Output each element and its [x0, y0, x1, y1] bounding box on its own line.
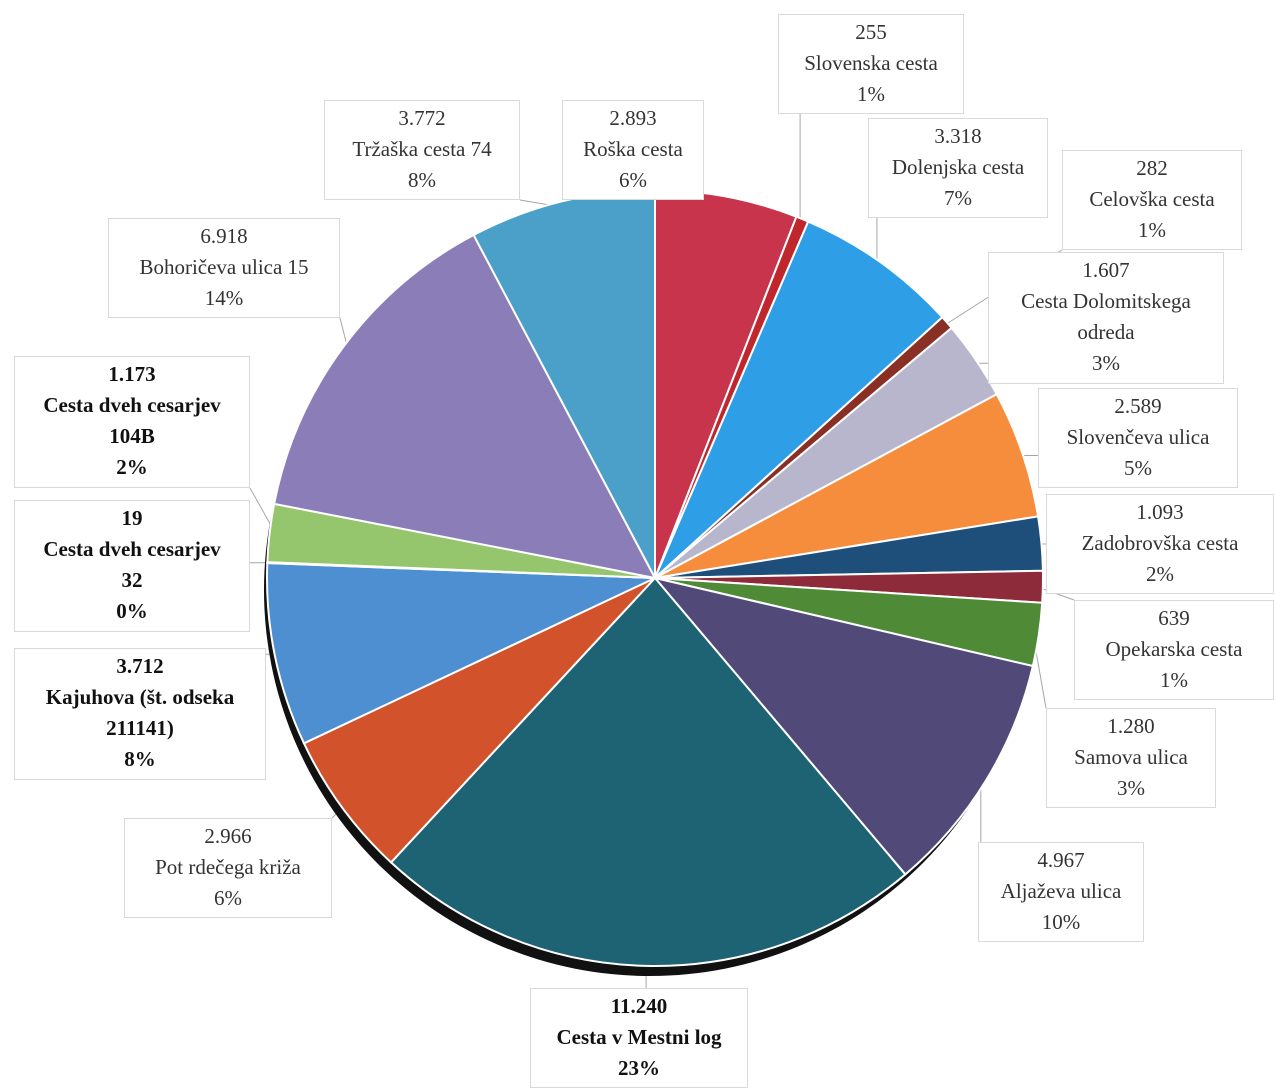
data-label-text: Slovenska cesta — [804, 51, 938, 75]
data-label: 255 Slovenska cesta 1% — [778, 14, 964, 114]
data-label-value: 2.589 — [1114, 394, 1162, 418]
data-label: 11.240 Cesta v Mestni log 23% — [530, 988, 748, 1088]
data-label: 3.712 Kajuhova (št. odseka 211141) 8% — [14, 648, 266, 780]
data-label-text: 2% — [1146, 562, 1174, 586]
pie-slice — [654, 220, 944, 579]
data-label-value: 1.607 — [1082, 258, 1130, 282]
data-label-value: 2.893 — [609, 106, 657, 130]
data-label-text: 211141) — [106, 716, 174, 740]
data-label-text: Roška cesta — [583, 137, 683, 161]
pie-slice — [652, 576, 1035, 876]
data-label-text: Opekarska cesta — [1105, 637, 1243, 661]
data-label-text: Pot rdečega križa — [155, 855, 301, 879]
data-label-text: Celovška cesta — [1089, 187, 1215, 211]
data-label-text: Samova ulica — [1074, 745, 1188, 769]
data-label-text: 10% — [1041, 910, 1081, 934]
data-label-text: 32 — [121, 568, 143, 592]
data-label-text: Cesta Dolomitskega — [1021, 289, 1191, 313]
data-label: 1.093 Zadobrovška cesta 2% — [1046, 494, 1274, 594]
data-label: 19 Cesta dveh cesarjev 32 0% — [14, 500, 250, 632]
data-label-value: 11.240 — [610, 994, 668, 1018]
data-label-value: 6.918 — [200, 224, 248, 248]
data-label-value: 255 — [855, 20, 887, 44]
data-label-text: Dolenjska cesta — [891, 155, 1025, 179]
data-label-text: Kajuhova (št. odseka — [45, 685, 235, 709]
data-label-text: 8% — [408, 168, 436, 192]
data-label: 3.772 Tržaška cesta 74 8% — [324, 100, 520, 200]
data-label: 282 Celovška cesta 1% — [1062, 150, 1242, 250]
data-label-text: Zadobrovška cesta — [1081, 531, 1239, 555]
data-label-text: odreda — [1077, 320, 1135, 344]
data-label: 6.918 Bohoričeva ulica 15 14% — [108, 218, 340, 318]
data-label: 2.893 Roška cesta 6% — [562, 100, 704, 200]
data-label-text: Cesta v Mestni log — [556, 1025, 722, 1049]
data-label: 4.967 Aljaževa ulica 10% — [978, 842, 1144, 942]
data-label: 1.280 Samova ulica 3% — [1046, 708, 1216, 808]
data-label-value: 282 — [1136, 156, 1168, 180]
data-label-text: Slovenčeva ulica — [1066, 425, 1210, 449]
data-label-text: 3% — [1117, 776, 1145, 800]
data-label-value: 1.173 — [108, 362, 156, 386]
data-label-text: 1% — [857, 82, 885, 106]
data-label-value: 1.280 — [1107, 714, 1155, 738]
data-label-text: Tržaška cesta 74 — [352, 137, 492, 161]
data-label-value: 639 — [1158, 606, 1190, 630]
data-label-text: 5% — [1124, 456, 1152, 480]
data-label-text: Cesta dveh cesarjev — [43, 393, 221, 417]
data-label-text: 1% — [1138, 218, 1166, 242]
data-label: 2.966 Pot rdečega križa 6% — [124, 818, 332, 918]
data-label-text: Bohoričeva ulica 15 — [139, 255, 309, 279]
data-label: 2.589 Slovenčeva ulica 5% — [1038, 388, 1238, 488]
data-label-text: 14% — [204, 286, 244, 310]
data-label-text: 0% — [116, 599, 148, 623]
pie-slice — [266, 562, 656, 745]
data-label-text: Cesta dveh cesarjev — [43, 537, 221, 561]
data-label-text: Aljaževa ulica — [1000, 879, 1122, 903]
data-label-text: 6% — [619, 168, 647, 192]
data-label: 1.607 Cesta Dolomitskega odreda 3% — [988, 252, 1224, 384]
data-label-value: 4.967 — [1037, 848, 1085, 872]
data-label: 639 Opekarska cesta 1% — [1074, 600, 1274, 700]
data-label-value: 3.318 — [934, 124, 982, 148]
data-label-text: 2% — [116, 455, 148, 479]
data-label-text: 3% — [1092, 351, 1120, 375]
data-label-text: 6% — [214, 886, 242, 910]
data-label-text: 104B — [109, 424, 155, 448]
pie-slices — [266, 188, 1044, 968]
pie-slice — [389, 576, 907, 968]
data-label-value: 19 — [121, 506, 143, 530]
data-label-value: 2.966 — [204, 824, 252, 848]
data-label-text: 1% — [1160, 668, 1188, 692]
data-label: 1.173 Cesta dveh cesarjev 104B 2% — [14, 356, 250, 488]
data-label-value: 3.712 — [116, 654, 164, 678]
data-label-value: 3.772 — [398, 106, 446, 130]
data-label-text: 8% — [124, 747, 156, 771]
data-label-value: 1.093 — [1136, 500, 1184, 524]
data-label-text: 23% — [618, 1056, 660, 1080]
data-label: 3.318 Dolenjska cesta 7% — [868, 118, 1048, 218]
pie-slice — [272, 233, 657, 580]
pie-slice — [302, 577, 656, 864]
data-label-text: 7% — [944, 186, 972, 210]
